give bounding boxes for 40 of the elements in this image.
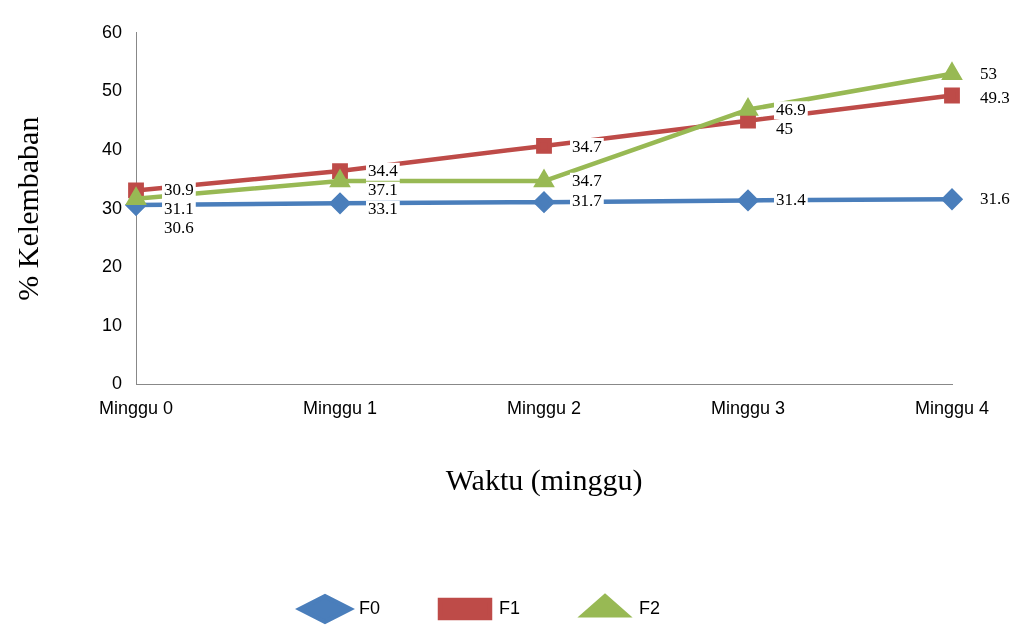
- x-tick-label: Minggu 3: [710, 398, 786, 419]
- annotation: 30.6: [164, 218, 194, 238]
- x-tick-label: Minggu 0: [98, 398, 174, 419]
- y-tick-label: 40: [101, 138, 123, 159]
- point: [944, 87, 960, 104]
- annotation: 33.1: [368, 199, 398, 219]
- y-tick-label: 60: [101, 21, 123, 42]
- y-tick-label: 50: [101, 80, 123, 101]
- point: [941, 188, 963, 210]
- annotation: 46.9: [776, 99, 806, 119]
- x-tick-label: Minggu 2: [506, 398, 582, 419]
- annotation: 31.4: [776, 190, 807, 210]
- y-tick-label: 10: [101, 314, 123, 335]
- x-tick-label: Minggu 1: [302, 398, 378, 419]
- point: [941, 61, 963, 81]
- y-tick-label: 20: [101, 256, 123, 277]
- point: [737, 190, 759, 211]
- annotation: 31.7: [572, 191, 603, 211]
- annotation: 45: [776, 118, 794, 138]
- point: [738, 99, 758, 116]
- y-tick-label: 30: [101, 197, 123, 218]
- y-axis-title: % Kelembaban: [10, 116, 44, 301]
- annotation: 31.1: [164, 199, 194, 219]
- point: [536, 137, 552, 154]
- annotation: 53: [980, 64, 997, 84]
- legend-label: F1: [499, 597, 521, 618]
- x-tick-label: Minggu 4: [914, 398, 990, 419]
- annotation: 49.3: [980, 87, 1010, 107]
- point: [533, 191, 555, 213]
- annotation: 34.7: [572, 136, 603, 156]
- point: [329, 193, 351, 214]
- x-axis-title: Waktu (minggu): [445, 462, 643, 497]
- annotation: 31.6: [980, 189, 1010, 209]
- legend-label: F2: [639, 597, 661, 618]
- annotation: 37.1: [368, 180, 398, 200]
- legend-label: F0: [358, 597, 381, 618]
- y-tick-label: 0: [112, 373, 123, 394]
- annotation: 30.9: [164, 180, 194, 200]
- annotation: 34.4: [368, 161, 399, 181]
- annotation: 34.7: [572, 171, 603, 191]
